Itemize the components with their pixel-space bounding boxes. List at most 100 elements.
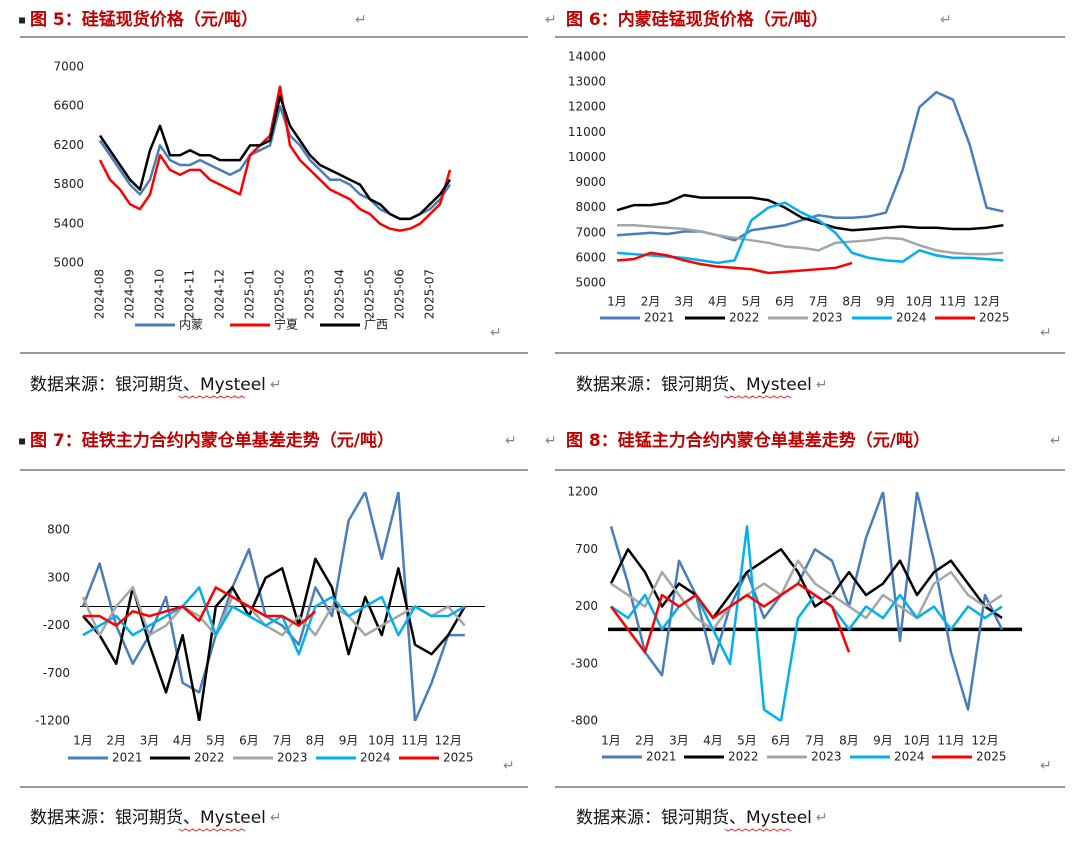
spell-underline (724, 828, 792, 832)
paragraph-mark: ↵ (505, 433, 517, 449)
spell-underline (178, 395, 246, 399)
legend-label: 2021 (644, 311, 675, 325)
series-line (98, 85, 452, 232)
legend-label: 2024 (894, 750, 925, 764)
x-tick-label: 2025-01 (243, 269, 257, 319)
legend-label: 2025 (976, 750, 1007, 764)
x-tick-label: 11月 (937, 734, 964, 748)
series-line (610, 525, 1003, 721)
x-tick-label: 3月 (674, 295, 694, 309)
paragraph-mark: ↵ (1040, 758, 1052, 774)
x-tick-label: 11月 (401, 734, 428, 748)
plot-area (616, 90, 1004, 275)
y-tick-label: 14000 (568, 50, 606, 64)
paragraph-mark: ↵ (270, 377, 282, 393)
x-tick-label: 3月 (669, 734, 689, 748)
y-tick-label: 13000 (568, 75, 606, 89)
paragraph-mark: ↵ (1040, 325, 1052, 341)
legend-label: 内蒙 (179, 318, 203, 332)
y-tick-label: 5400 (53, 216, 84, 230)
x-tick-label: 2024-12 (213, 269, 227, 319)
x-tick-label: 1月 (607, 295, 627, 309)
y-tick-label: 200 (575, 599, 598, 613)
x-tick-label: 2025-05 (363, 269, 377, 319)
x-tick-label: 7月 (809, 295, 829, 309)
paragraph-mark: ↵ (503, 758, 515, 774)
x-tick-label: 1月 (601, 734, 621, 748)
series-line (617, 223, 1004, 256)
legend-label: 2023 (812, 311, 843, 325)
x-tick-label: 5月 (737, 734, 757, 748)
x-tick-label: 2024-10 (153, 269, 167, 319)
x-tick-label: 2025-07 (423, 269, 437, 319)
x-tick-label: 7月 (272, 734, 292, 748)
y-tick-label: 9000 (575, 175, 606, 189)
x-tick-label: 9月 (873, 734, 893, 748)
bullet: ▪ (18, 434, 26, 448)
y-tick-label: 10000 (568, 150, 606, 164)
x-tick-label: 10月 (906, 295, 933, 309)
x-tick-label: 2025-02 (273, 269, 287, 319)
paragraph-mark: ↵ (270, 810, 282, 826)
series-line (616, 251, 853, 275)
paragraph-mark: ↵ (355, 12, 367, 28)
x-tick-label: 8月 (842, 295, 862, 309)
legend-label: 2022 (728, 750, 759, 764)
legend-label: 宁夏 (274, 317, 298, 332)
series-line (610, 559, 1003, 631)
y-tick-label: 6000 (575, 250, 606, 264)
legend-label: 2022 (194, 751, 225, 765)
y-tick-label: 6200 (53, 138, 84, 152)
y-tick-label: 6600 (53, 99, 84, 113)
x-tick-label: 4月 (703, 734, 723, 748)
x-tick-label: 4月 (708, 295, 728, 309)
x-tick-label: 10月 (903, 734, 930, 748)
legend-label: 2025 (443, 751, 474, 765)
figure-caption: 图 7：硅铁主力合约内蒙仓单基差走势（元/吨） (30, 430, 394, 451)
x-tick-label: 9月 (339, 734, 359, 748)
x-tick-label: 6月 (775, 295, 795, 309)
series-line (82, 557, 466, 721)
x-tick-label: 10月 (368, 734, 395, 748)
x-tick-label: 2月 (641, 295, 661, 309)
legend-label: 2023 (277, 751, 308, 765)
x-tick-label: 6月 (771, 734, 791, 748)
y-tick-label: -300 (571, 656, 598, 670)
legend-label: 2021 (646, 750, 677, 764)
x-tick-label: 3月 (140, 734, 160, 748)
legend-label: 2021 (112, 751, 143, 765)
source-note: 数据来源：银河期货、Mysteel (576, 808, 812, 828)
source-note: 数据来源：银河期货、Mysteel (30, 808, 266, 828)
x-tick-label: 9月 (876, 295, 896, 309)
legend-label: 2023 (811, 750, 842, 764)
series-line (98, 95, 452, 221)
paragraph-mark: ↵ (545, 433, 557, 449)
legend-label: 2022 (729, 311, 760, 325)
x-tick-label: 7月 (805, 734, 825, 748)
x-tick-label: 2024-09 (123, 269, 137, 319)
x-tick-label: 8月 (306, 734, 326, 748)
y-tick-label: 5800 (53, 177, 84, 191)
x-tick-label: 11月 (939, 295, 966, 309)
y-tick-label: -200 (43, 618, 70, 632)
series-line (83, 586, 317, 627)
plot-area (81, 492, 466, 721)
y-tick-label: 8000 (575, 200, 606, 214)
x-tick-label: 12月 (973, 295, 1000, 309)
y-tick-label: 1200 (567, 485, 598, 499)
source-note: 数据来源：银河期货、Mysteel (576, 375, 812, 395)
series-line (616, 90, 1004, 242)
plot-area (609, 492, 1004, 721)
paragraph-mark: ↵ (816, 810, 828, 826)
y-tick-label: 7000 (53, 60, 84, 74)
y-tick-label: -1200 (35, 714, 70, 728)
y-tick-label: 11000 (568, 125, 606, 139)
x-tick-label: 4月 (173, 734, 193, 748)
y-tick-label: 12000 (568, 100, 606, 114)
paragraph-mark: ↵ (545, 12, 557, 28)
legend-label: 广西 (364, 318, 388, 332)
y-tick-label: -800 (571, 714, 598, 728)
y-tick-label: 700 (575, 542, 598, 556)
x-tick-label: 2024-11 (183, 269, 197, 319)
